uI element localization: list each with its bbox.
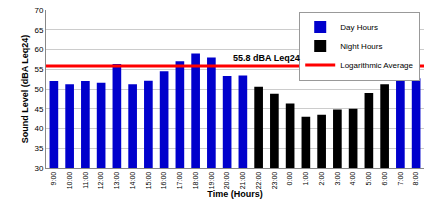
svg-text:15:00: 15:00 xyxy=(145,172,152,190)
svg-text:65: 65 xyxy=(34,26,43,35)
svg-text:40: 40 xyxy=(34,124,43,133)
svg-text:18:00: 18:00 xyxy=(192,172,199,190)
svg-text:35: 35 xyxy=(34,144,43,153)
svg-text:11:00: 11:00 xyxy=(82,172,89,189)
svg-text:21:00: 21:00 xyxy=(239,172,246,190)
svg-text:20:00: 20:00 xyxy=(223,172,230,190)
svg-text:0:00: 0:00 xyxy=(286,172,293,186)
svg-text:3:00: 3:00 xyxy=(334,172,341,186)
svg-text:60: 60 xyxy=(34,45,43,54)
svg-text:6:00: 6:00 xyxy=(381,172,388,186)
svg-text:1:00: 1:00 xyxy=(302,172,309,186)
svg-text:Sound Level (dBA Leq24): Sound Level (dBA Leq24) xyxy=(20,35,30,144)
svg-text:10:00: 10:00 xyxy=(66,172,73,190)
svg-text:4:00: 4:00 xyxy=(349,172,356,186)
svg-text:55.8 dBA Leq24: 55.8 dBA Leq24 xyxy=(233,53,300,63)
svg-text:70: 70 xyxy=(34,6,43,15)
svg-text:9:00: 9:00 xyxy=(50,172,57,186)
svg-text:55: 55 xyxy=(34,65,43,74)
svg-text:30: 30 xyxy=(34,164,43,173)
svg-text:2:00: 2:00 xyxy=(318,172,325,186)
svg-text:Night Hours: Night Hours xyxy=(340,42,382,51)
svg-text:50: 50 xyxy=(34,85,43,94)
svg-text:19:00: 19:00 xyxy=(208,172,215,190)
svg-text:45: 45 xyxy=(34,105,43,114)
svg-text:22:00: 22:00 xyxy=(255,172,262,190)
svg-text:Time (Hours): Time (Hours) xyxy=(207,189,262,199)
svg-text:16:00: 16:00 xyxy=(160,172,167,190)
svg-text:8:00: 8:00 xyxy=(412,172,419,186)
svg-text:23:00: 23:00 xyxy=(271,172,278,190)
svg-text:5:00: 5:00 xyxy=(365,172,372,186)
svg-text:7:00: 7:00 xyxy=(397,172,404,186)
svg-text:12:00: 12:00 xyxy=(97,172,104,190)
svg-text:17:00: 17:00 xyxy=(176,172,183,190)
svg-text:Logarithmic Average: Logarithmic Average xyxy=(340,61,413,70)
svg-text:13:00: 13:00 xyxy=(113,172,120,190)
svg-text:Day Hours: Day Hours xyxy=(340,23,378,32)
svg-text:14:00: 14:00 xyxy=(129,172,136,190)
